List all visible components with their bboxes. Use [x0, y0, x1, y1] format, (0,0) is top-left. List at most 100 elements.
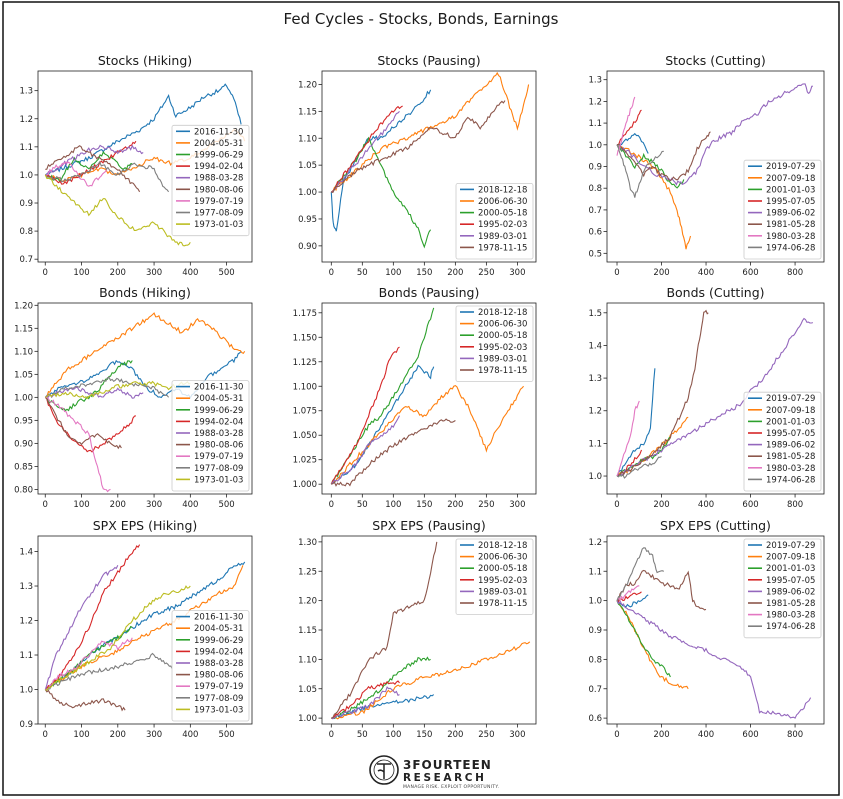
- bonds-hiking-chart: Bonds (Hiking) 0 100 200 300 400 500 0.80 0.85 0.…: [14, 285, 253, 510]
- stocks-pausing-series-group: [330, 71, 530, 249]
- stocks-hiking-xtick-label: 400: [182, 268, 198, 278]
- spx-eps-pausing-legend-box: [455, 538, 534, 615]
- bonds-hiking-xtick-label: 400: [182, 500, 198, 510]
- stocks-hiking-legend-label: 2016-11-30: [194, 127, 243, 137]
- bonds-cutting-series-1981-05-28: [616, 309, 709, 477]
- stocks-cutting-legend-box: [743, 159, 822, 260]
- spx-eps-pausing-legend-label: 1995-02-03: [478, 576, 527, 586]
- stocks-pausing-title: Stocks (Pausing): [377, 53, 480, 68]
- spx-eps-pausing-xtick-label: 200: [447, 730, 463, 740]
- stocks-pausing-ytick-label: 1.00: [298, 188, 317, 198]
- bonds-cutting-ytick-label: 1.3: [588, 374, 602, 384]
- stocks-cutting-series-1989-06-02: [616, 83, 813, 186]
- bonds-pausing-series-1978-11-15: [331, 418, 456, 487]
- stocks-hiking-ytick-label: 1.0: [19, 171, 33, 181]
- bonds-cutting-legend-label: 1974-06-28: [766, 475, 815, 485]
- stocks-cutting-series-group: [616, 83, 813, 250]
- stocks-pausing-legend-label: 2018-12-18: [478, 185, 527, 195]
- spx-eps-pausing-ytick-label: 1.30: [298, 538, 317, 548]
- brand-logo-glyph: [377, 763, 391, 779]
- spx-eps-pausing-xtick-label: 300: [509, 730, 525, 740]
- stocks-pausing-ytick-label: 0.90: [298, 242, 317, 252]
- spx-eps-hiking-ytick-label: 0.9: [19, 720, 33, 730]
- bonds-cutting-xtick-label: 600: [742, 500, 758, 510]
- spx-eps-pausing-legend-label: 2018-12-18: [478, 541, 527, 551]
- stocks-pausing-legend-box: [455, 182, 534, 260]
- bonds-hiking-ytick-label: 1.15: [14, 324, 33, 334]
- spx-eps-hiking-legend-label: 2004-05-31: [194, 624, 243, 634]
- stocks-cutting-ytick-label: 1.2: [588, 97, 602, 107]
- stocks-pausing-ytick-label: 1.10: [298, 134, 317, 144]
- brand-logo: 3FOURTEEN RESEARCH MANAGE RISK. EXPLOIT …: [369, 755, 499, 790]
- stocks-pausing-legend-label: 1978-11-15: [478, 243, 527, 253]
- stocks-cutting-chart: Stocks (Cutting) 0 200 400 600 800 0.5 0.6 0.7 0.…: [588, 53, 825, 278]
- stocks-hiking-legend-label: 1973-01-03: [194, 220, 243, 230]
- bonds-cutting-legend-box: [743, 391, 822, 492]
- stocks-cutting-title: Stocks (Cutting): [665, 53, 766, 68]
- spx-eps-hiking-series-1973-01-03: [45, 585, 191, 691]
- stocks-cutting-legend-label: 2019-07-29: [766, 162, 815, 172]
- stocks-cutting-legend-label: 1974-06-28: [766, 243, 815, 253]
- spx-eps-cutting-legend-label: 2007-09-18: [766, 553, 815, 563]
- bonds-cutting-legend-label: 2007-09-18: [766, 406, 815, 416]
- bonds-pausing-ytick-label: 1.025: [293, 456, 317, 466]
- bonds-hiking-ytick-label: 1.20: [14, 301, 33, 311]
- bonds-pausing-ytick-label: 1.175: [293, 309, 317, 319]
- bonds-pausing-legend-box: [455, 305, 534, 382]
- bonds-pausing-title: Bonds (Pausing): [379, 285, 480, 300]
- bonds-cutting-series-group: [616, 309, 814, 479]
- spx-eps-cutting-legend-label: 2001-01-03: [766, 564, 815, 574]
- spx-eps-hiking-xtick-label: 0: [43, 730, 48, 740]
- bonds-pausing-ytick-label: 1.150: [293, 333, 317, 343]
- spx-eps-hiking-ytick-label: 1.4: [19, 548, 33, 558]
- bonds-hiking-ytick-label: 1.10: [14, 347, 33, 357]
- spx-eps-hiking-legend-label: 1980-08-06: [194, 671, 243, 681]
- spx-eps-hiking-series-group: [44, 544, 246, 712]
- bonds-pausing-ytick-label: 1.050: [293, 431, 317, 441]
- stocks-pausing-xtick-label: 0: [329, 268, 334, 278]
- spx-eps-pausing-legend-label: 1989-03-01: [478, 587, 527, 597]
- spx-eps-cutting-ytick-label: 0.9: [588, 626, 602, 636]
- stocks-cutting-xtick-label: 0: [614, 268, 619, 278]
- bonds-cutting-ytick-label: 1.1: [588, 439, 602, 449]
- bonds-pausing-legend-label: 1989-03-01: [478, 354, 527, 364]
- stocks-pausing-series-1989-03-01: [331, 111, 400, 193]
- spx-eps-pausing-legend-label: 2000-05-18: [478, 564, 527, 574]
- stocks-pausing-ytick-label: 1.20: [298, 80, 317, 90]
- stocks-hiking-legend: 2016-11-30 2004-05-31 1999-06-291994-02-04…: [171, 124, 250, 237]
- bonds-hiking-legend-label: 2004-05-31: [194, 394, 243, 404]
- brand-name: 3FOURTEEN: [403, 758, 492, 772]
- bonds-pausing-xtick-label: 100: [385, 500, 401, 510]
- stocks-cutting-ytick-label: 1.1: [588, 119, 602, 129]
- spx-eps-cutting-ytick-label: 1.1: [588, 567, 602, 577]
- spx-eps-pausing-xtick-label: 0: [329, 730, 334, 740]
- spx-eps-cutting-legend-label: 1981-05-28: [766, 599, 815, 609]
- stocks-hiking-legend-label: 2004-05-31: [194, 139, 243, 149]
- spx-eps-hiking-series-1994-02-04: [44, 544, 141, 690]
- bonds-cutting-ytick-label: 1.0: [588, 472, 602, 482]
- stocks-hiking-axes: [37, 70, 253, 263]
- bonds-hiking-legend-label: 1988-03-28: [194, 429, 243, 439]
- bonds-pausing-xtick-label: 200: [447, 500, 463, 510]
- spx-eps-hiking-legend-label: 1999-06-29: [194, 636, 243, 646]
- spx-eps-hiking-series-2004-05-31: [44, 565, 244, 690]
- stocks-pausing-legend: 2018-12-18 2006-06-30 2000-05-181995-02-03…: [455, 182, 534, 260]
- bonds-cutting-xtick-label: 400: [698, 500, 714, 510]
- bonds-pausing-legend-label: 2018-12-18: [478, 308, 527, 318]
- stocks-cutting-ytick-label: 0.7: [588, 206, 602, 216]
- stocks-hiking-chart: Stocks (Hiking) 0 100 200 300 400 500 0.7 0.8 0.9…: [19, 53, 253, 278]
- stocks-cutting-ytick-label: 0.8: [588, 184, 602, 194]
- bonds-hiking-title: Bonds (Hiking): [99, 285, 191, 300]
- stocks-cutting-legend-label: 2001-01-03: [766, 185, 815, 195]
- stocks-pausing-xtick-label: 200: [447, 268, 463, 278]
- stocks-hiking-xtick-label: 200: [110, 268, 126, 278]
- stocks-pausing-chart: Stocks (Pausing) 0 50 100 150 200 250 300 0.90 0.…: [298, 53, 537, 278]
- spx-eps-cutting-ytick-label: 0.6: [588, 714, 602, 724]
- stocks-pausing-xtick-label: 150: [416, 268, 432, 278]
- stocks-hiking-xtick-label: 0: [43, 268, 48, 278]
- stocks-cutting-ytick-label: 0.6: [588, 228, 602, 238]
- spx-eps-hiking-series-1999-06-29: [44, 625, 133, 690]
- stocks-hiking-series-group: [44, 83, 246, 247]
- brand-logo-inner-ring: [373, 759, 395, 781]
